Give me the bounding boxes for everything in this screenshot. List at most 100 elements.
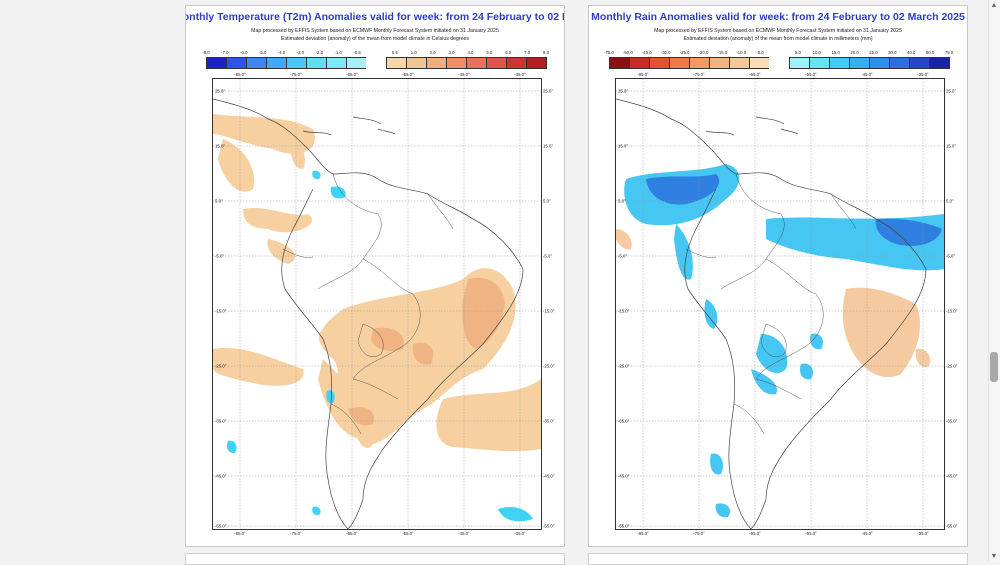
latitude-label: -25.0° — [946, 363, 958, 369]
graticule — [213, 79, 541, 529]
longitude-label: -35.0° — [917, 72, 929, 77]
legend-swatch — [769, 57, 790, 69]
coastline — [616, 98, 927, 529]
latitude-label: -45.0° — [618, 473, 630, 479]
legend-swatch — [829, 57, 850, 69]
latitude-label: -35.0° — [543, 418, 555, 424]
legend-tick-label: -10.0 — [736, 50, 747, 55]
latitude-label: -55.0° — [946, 523, 958, 529]
latitude-label: -25.0° — [215, 363, 227, 369]
legend-swatch — [426, 57, 447, 69]
legend-tick-label: 2.0 — [429, 50, 436, 55]
scroll-down-icon[interactable]: ▼ — [990, 553, 998, 560]
legend-tick-label: 75.0 — [944, 50, 954, 55]
legend-swatch — [789, 57, 810, 69]
latitude-label: 25.0° — [618, 88, 629, 94]
legend-swatch — [286, 57, 307, 69]
legend-tick-label: -7.0 — [221, 50, 229, 55]
latitude-label: -35.0° — [215, 418, 227, 424]
longitude-label: -45.0° — [861, 72, 873, 77]
legend-tick-label: 50.0 — [925, 50, 935, 55]
legend-swatch — [729, 57, 750, 69]
longitude-label: -55.0° — [805, 72, 817, 77]
legend-swatch — [809, 57, 830, 69]
legend-tick-label: 15.0 — [831, 50, 840, 55]
latitude-label: -55.0° — [618, 523, 630, 529]
longitude-label: -75.0° — [693, 72, 705, 77]
latitude-label: -15.0° — [618, 308, 630, 314]
longitude-label: -45.0° — [861, 531, 873, 536]
latitude-label: -45.0° — [543, 473, 555, 479]
legend-tick-label: 4.0 — [467, 50, 474, 55]
legend-tick-label: -0.5 — [353, 50, 361, 55]
longitude-label: -65.0° — [749, 531, 761, 536]
color-legend: -75.0 -50.0 -40.0 -30.0 -25.0 -20.0 -15.0 -10.0… — [604, 50, 953, 72]
latitude-label: -5.0° — [215, 253, 225, 259]
legend-swatch — [506, 57, 527, 69]
legend-tick-label: 40.0 — [907, 50, 916, 55]
longitude-label: -85.0° — [637, 72, 649, 77]
map-frame — [615, 78, 945, 530]
temperature-map-panel: Monthly Temperature (T2m) Anomalies vali… — [185, 5, 565, 547]
anomaly-fill-cool — [226, 170, 533, 522]
legend-swatch — [406, 57, 427, 69]
longitude-label: -85.0° — [234, 531, 246, 536]
map-frame — [212, 78, 542, 530]
legend-swatch — [366, 57, 387, 69]
legend-swatch — [669, 57, 690, 69]
borders — [685, 173, 857, 435]
legend-tick-label: -40.0 — [641, 50, 652, 55]
legend-tick-label: -75.0 — [604, 50, 614, 55]
latitude-label: -45.0° — [215, 473, 227, 479]
longitude-label: -55.0° — [402, 72, 414, 77]
latitude-label: -15.0° — [946, 308, 958, 314]
legend-swatch — [526, 57, 547, 69]
legend-swatch — [446, 57, 467, 69]
legend-tick-label: -50.0 — [622, 50, 633, 55]
longitude-label: -65.0° — [749, 72, 761, 77]
latitude-label: -5.0° — [543, 253, 553, 259]
legend-tick-label: 5.0 — [794, 50, 801, 55]
latitude-label: 25.0° — [215, 88, 226, 94]
latitude-label: 5.0° — [946, 198, 954, 204]
latitude-label: -25.0° — [618, 363, 630, 369]
longitude-label: -55.0° — [805, 531, 817, 536]
legend-tick-label: -30.0 — [660, 50, 671, 55]
longitude-label: -45.0° — [458, 531, 470, 536]
map-title: Monthly Rain Anomalies valid for week: f… — [591, 11, 965, 23]
legend-tick-label: -3.0 — [296, 50, 305, 55]
legend-swatch — [466, 57, 487, 69]
legend-tick-label: 8.0 — [543, 50, 549, 55]
next-card-left — [185, 553, 565, 565]
legend-swatch — [869, 57, 890, 69]
latitude-label: -55.0° — [543, 523, 555, 529]
legend-tick-label: -20.0 — [698, 50, 709, 55]
latitude-label: 5.0° — [543, 198, 551, 204]
legend-swatch — [689, 57, 710, 69]
latitude-label: 25.0° — [543, 88, 554, 94]
longitude-label: -45.0° — [458, 72, 470, 77]
latitude-label: -25.0° — [543, 363, 555, 369]
legend-tick-label: -2.0 — [315, 50, 324, 55]
temperature-map — [213, 79, 541, 529]
latitude-label: -55.0° — [215, 523, 227, 529]
legend-swatch — [929, 57, 950, 69]
legend-tick-label: 6.0 — [505, 50, 512, 55]
legend-tick-label: 30.0 — [888, 50, 897, 55]
scroll-up-icon[interactable]: ▲ — [990, 2, 998, 9]
anomaly-fill-dry — [616, 229, 931, 378]
map-processed-note: Map processed by EFFIS System based on E… — [654, 28, 902, 34]
page-scrollbar[interactable]: ▲ ▼ — [988, 0, 1000, 563]
rain-map — [616, 79, 944, 529]
latitude-label: -5.0° — [946, 253, 956, 259]
legend-tick-label: 20.0 — [850, 50, 859, 55]
borders — [282, 173, 454, 435]
scrollbar-thumb[interactable] — [990, 352, 998, 382]
legend-tick-label: -25.0 — [679, 50, 690, 55]
longitude-label: -35.0° — [514, 531, 526, 536]
anomaly-fill-wet-strong — [646, 174, 942, 246]
legend-swatch — [709, 57, 730, 69]
latitude-label: -15.0° — [543, 308, 555, 314]
next-card-right — [588, 553, 968, 565]
legend-swatch — [326, 57, 347, 69]
